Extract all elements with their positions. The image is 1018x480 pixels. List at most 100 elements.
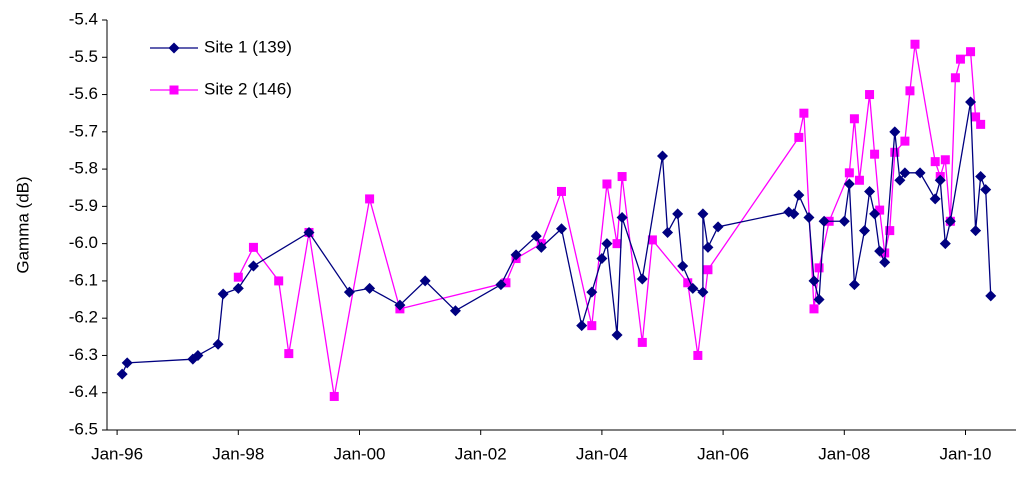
x-tick-label: Jan-04 [576,444,628,463]
point [364,282,376,294]
point [510,249,522,261]
point [601,238,613,250]
point [844,168,854,178]
point [365,194,375,204]
x-tick-label: Jan-06 [697,444,749,463]
y-tick-label: -5.5 [69,47,98,66]
point [394,299,406,311]
point [703,265,713,275]
point [985,290,997,302]
point [814,263,824,273]
point [905,86,915,96]
point [449,305,461,317]
point [813,294,825,306]
point [677,260,689,272]
y-tick-label: -5.7 [69,121,98,140]
point [934,174,946,186]
point [944,215,956,227]
point [697,208,709,220]
legend-marker [169,85,179,95]
point [803,212,815,224]
point [843,178,855,190]
point [976,119,986,129]
legend-label: Site 1 (139) [204,37,292,56]
point [557,186,566,196]
point [233,272,243,282]
point [940,155,950,165]
series-line [121,101,992,375]
point [495,279,507,291]
point [662,226,674,238]
point [116,368,128,380]
point [870,149,880,159]
point [879,256,891,268]
point [576,320,588,332]
point [121,357,133,369]
x-tick-label: Jan-00 [334,444,386,463]
y-tick-label: -6.5 [69,419,98,438]
point [914,167,926,179]
point [647,235,657,245]
point [794,132,804,142]
point [894,174,906,186]
point [875,205,885,215]
point [838,215,850,227]
point [217,288,229,300]
y-tick-label: -6.3 [69,345,98,364]
point [343,286,355,298]
point [889,126,901,138]
point [899,167,911,179]
point [809,304,819,314]
y-tick-label: -6.2 [69,308,98,327]
point [586,286,598,298]
point [672,208,684,220]
point [612,239,622,249]
point [687,282,699,294]
point [865,90,875,100]
point [955,54,965,64]
point [970,225,982,237]
point [975,171,987,183]
point [616,212,628,224]
point [192,349,204,361]
point [939,238,951,250]
y-tick-label: -6.0 [69,233,98,252]
point [980,184,992,196]
point [890,147,900,157]
point [247,260,259,272]
point [793,189,805,201]
point [637,337,647,347]
point [303,226,315,238]
point [971,112,981,122]
legend-label: Site 2 (146) [204,79,292,98]
point [818,215,830,227]
point [657,150,668,162]
y-tick-label: -6.1 [69,270,98,289]
point [702,241,714,253]
point [910,39,920,49]
point [556,223,567,235]
point [284,349,294,359]
point [683,278,693,288]
point [617,172,627,182]
point [808,275,820,287]
y-axis-label: Gamma (dB) [13,176,32,273]
point [874,245,886,257]
point [848,279,860,291]
point [587,321,597,331]
point [693,350,703,360]
x-tick-label: Jan-96 [91,444,143,463]
point [636,273,648,285]
point [712,221,724,233]
y-tick-label: -5.6 [69,84,98,103]
y-tick-label: -5.8 [69,159,98,178]
point [929,193,941,205]
point [885,226,895,236]
point [880,248,890,258]
point [799,108,809,118]
point [788,208,800,220]
point [966,47,976,57]
y-tick-label: -5.4 [69,9,98,28]
point [697,286,709,298]
point [535,241,547,253]
